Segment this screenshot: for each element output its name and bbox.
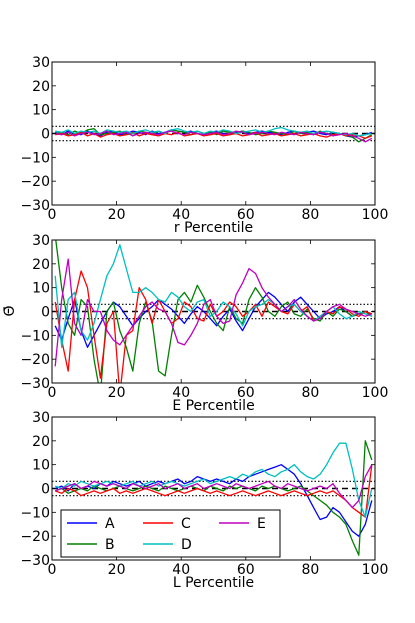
legend-label-A: A — [105, 516, 115, 532]
y-tick-label: 20 — [32, 434, 50, 450]
y-tick-label: 10 — [32, 458, 50, 474]
y-tick-label: −30 — [20, 553, 50, 569]
x-tick-label: 0 — [48, 385, 57, 401]
x-tick-label: 20 — [108, 207, 126, 223]
y-tick-label: −20 — [20, 174, 50, 190]
x-tick-label: 20 — [108, 562, 126, 578]
x-tick-label: 40 — [172, 385, 190, 401]
y-tick-label: −30 — [20, 198, 50, 214]
x-tick-label: 100 — [362, 207, 389, 223]
series-line-D — [54, 244, 373, 348]
x-tick-label: 60 — [237, 562, 255, 578]
legend-label-D: D — [181, 537, 192, 553]
x-tick-label: 80 — [301, 562, 319, 578]
y-tick-label: 20 — [32, 79, 50, 95]
y-tick-label: 20 — [32, 257, 50, 273]
x-tick-label: 0 — [48, 207, 57, 223]
y-tick-label: 30 — [32, 55, 50, 71]
x-tick-label: 20 — [108, 385, 126, 401]
y-tick-label: −10 — [20, 328, 50, 344]
x-tick-label: 100 — [362, 562, 389, 578]
y-tick-label: 0 — [41, 127, 50, 143]
series-line-C — [55, 131, 373, 139]
plot-area — [52, 125, 375, 143]
series-line-B — [55, 240, 373, 383]
y-tick-label: −20 — [20, 352, 50, 368]
y-tick-label: 10 — [32, 281, 50, 297]
plot-area — [52, 240, 375, 383]
series-line-C — [54, 464, 373, 518]
x-tick-label: 80 — [301, 207, 319, 223]
legend-label-B: B — [105, 537, 115, 553]
y-tick-label: 0 — [41, 305, 50, 321]
x-tick-label: 60 — [237, 207, 255, 223]
x-tick-label: 40 — [172, 562, 190, 578]
series-line-E — [54, 464, 373, 509]
legend-label-C: C — [181, 516, 191, 532]
chart-panel-3: 0 20 40 60 80 100 −30 −20 −10 0 10 20 30 L Percentile… — [20, 410, 388, 591]
x-tick-label: 80 — [301, 385, 319, 401]
legend: AB CD E — [60, 509, 281, 558]
x-tick-label: 0 — [48, 562, 57, 578]
x-tick-label: 40 — [172, 207, 190, 223]
y-tick-label: 0 — [41, 482, 50, 498]
y-tick-label: 10 — [32, 103, 50, 119]
chart-panel-1: 0 20 40 60 80 100 −30 −20 −10 0 10 20 30 r Percentile — [20, 55, 388, 236]
x-tick-label: 60 — [237, 385, 255, 401]
x-axis-label: r Percentile — [174, 220, 253, 236]
y-tick-label: −20 — [20, 529, 50, 545]
y-tick-label: −10 — [20, 150, 50, 166]
x-tick-label: 100 — [362, 385, 389, 401]
y-tick-label: −10 — [20, 505, 50, 521]
legend-box — [60, 509, 281, 558]
y-tick-label: 30 — [32, 233, 50, 249]
legend-label-E: E — [257, 516, 266, 532]
series-line-D — [54, 442, 373, 518]
shared-ylabel: Θ̄ — [2, 305, 18, 316]
x-axis-label: L Percentile — [173, 575, 254, 591]
series-line-E — [55, 130, 373, 143]
plot-area — [52, 440, 375, 556]
series-line-E — [54, 258, 373, 367]
x-axis-label: E Percentile — [172, 398, 254, 414]
chart-panel-2: 0 20 40 60 80 100 −30 −20 −10 0 10 20 30 E Percentile — [20, 233, 388, 414]
y-tick-label: 30 — [32, 410, 50, 426]
y-tick-label: −30 — [20, 376, 50, 392]
